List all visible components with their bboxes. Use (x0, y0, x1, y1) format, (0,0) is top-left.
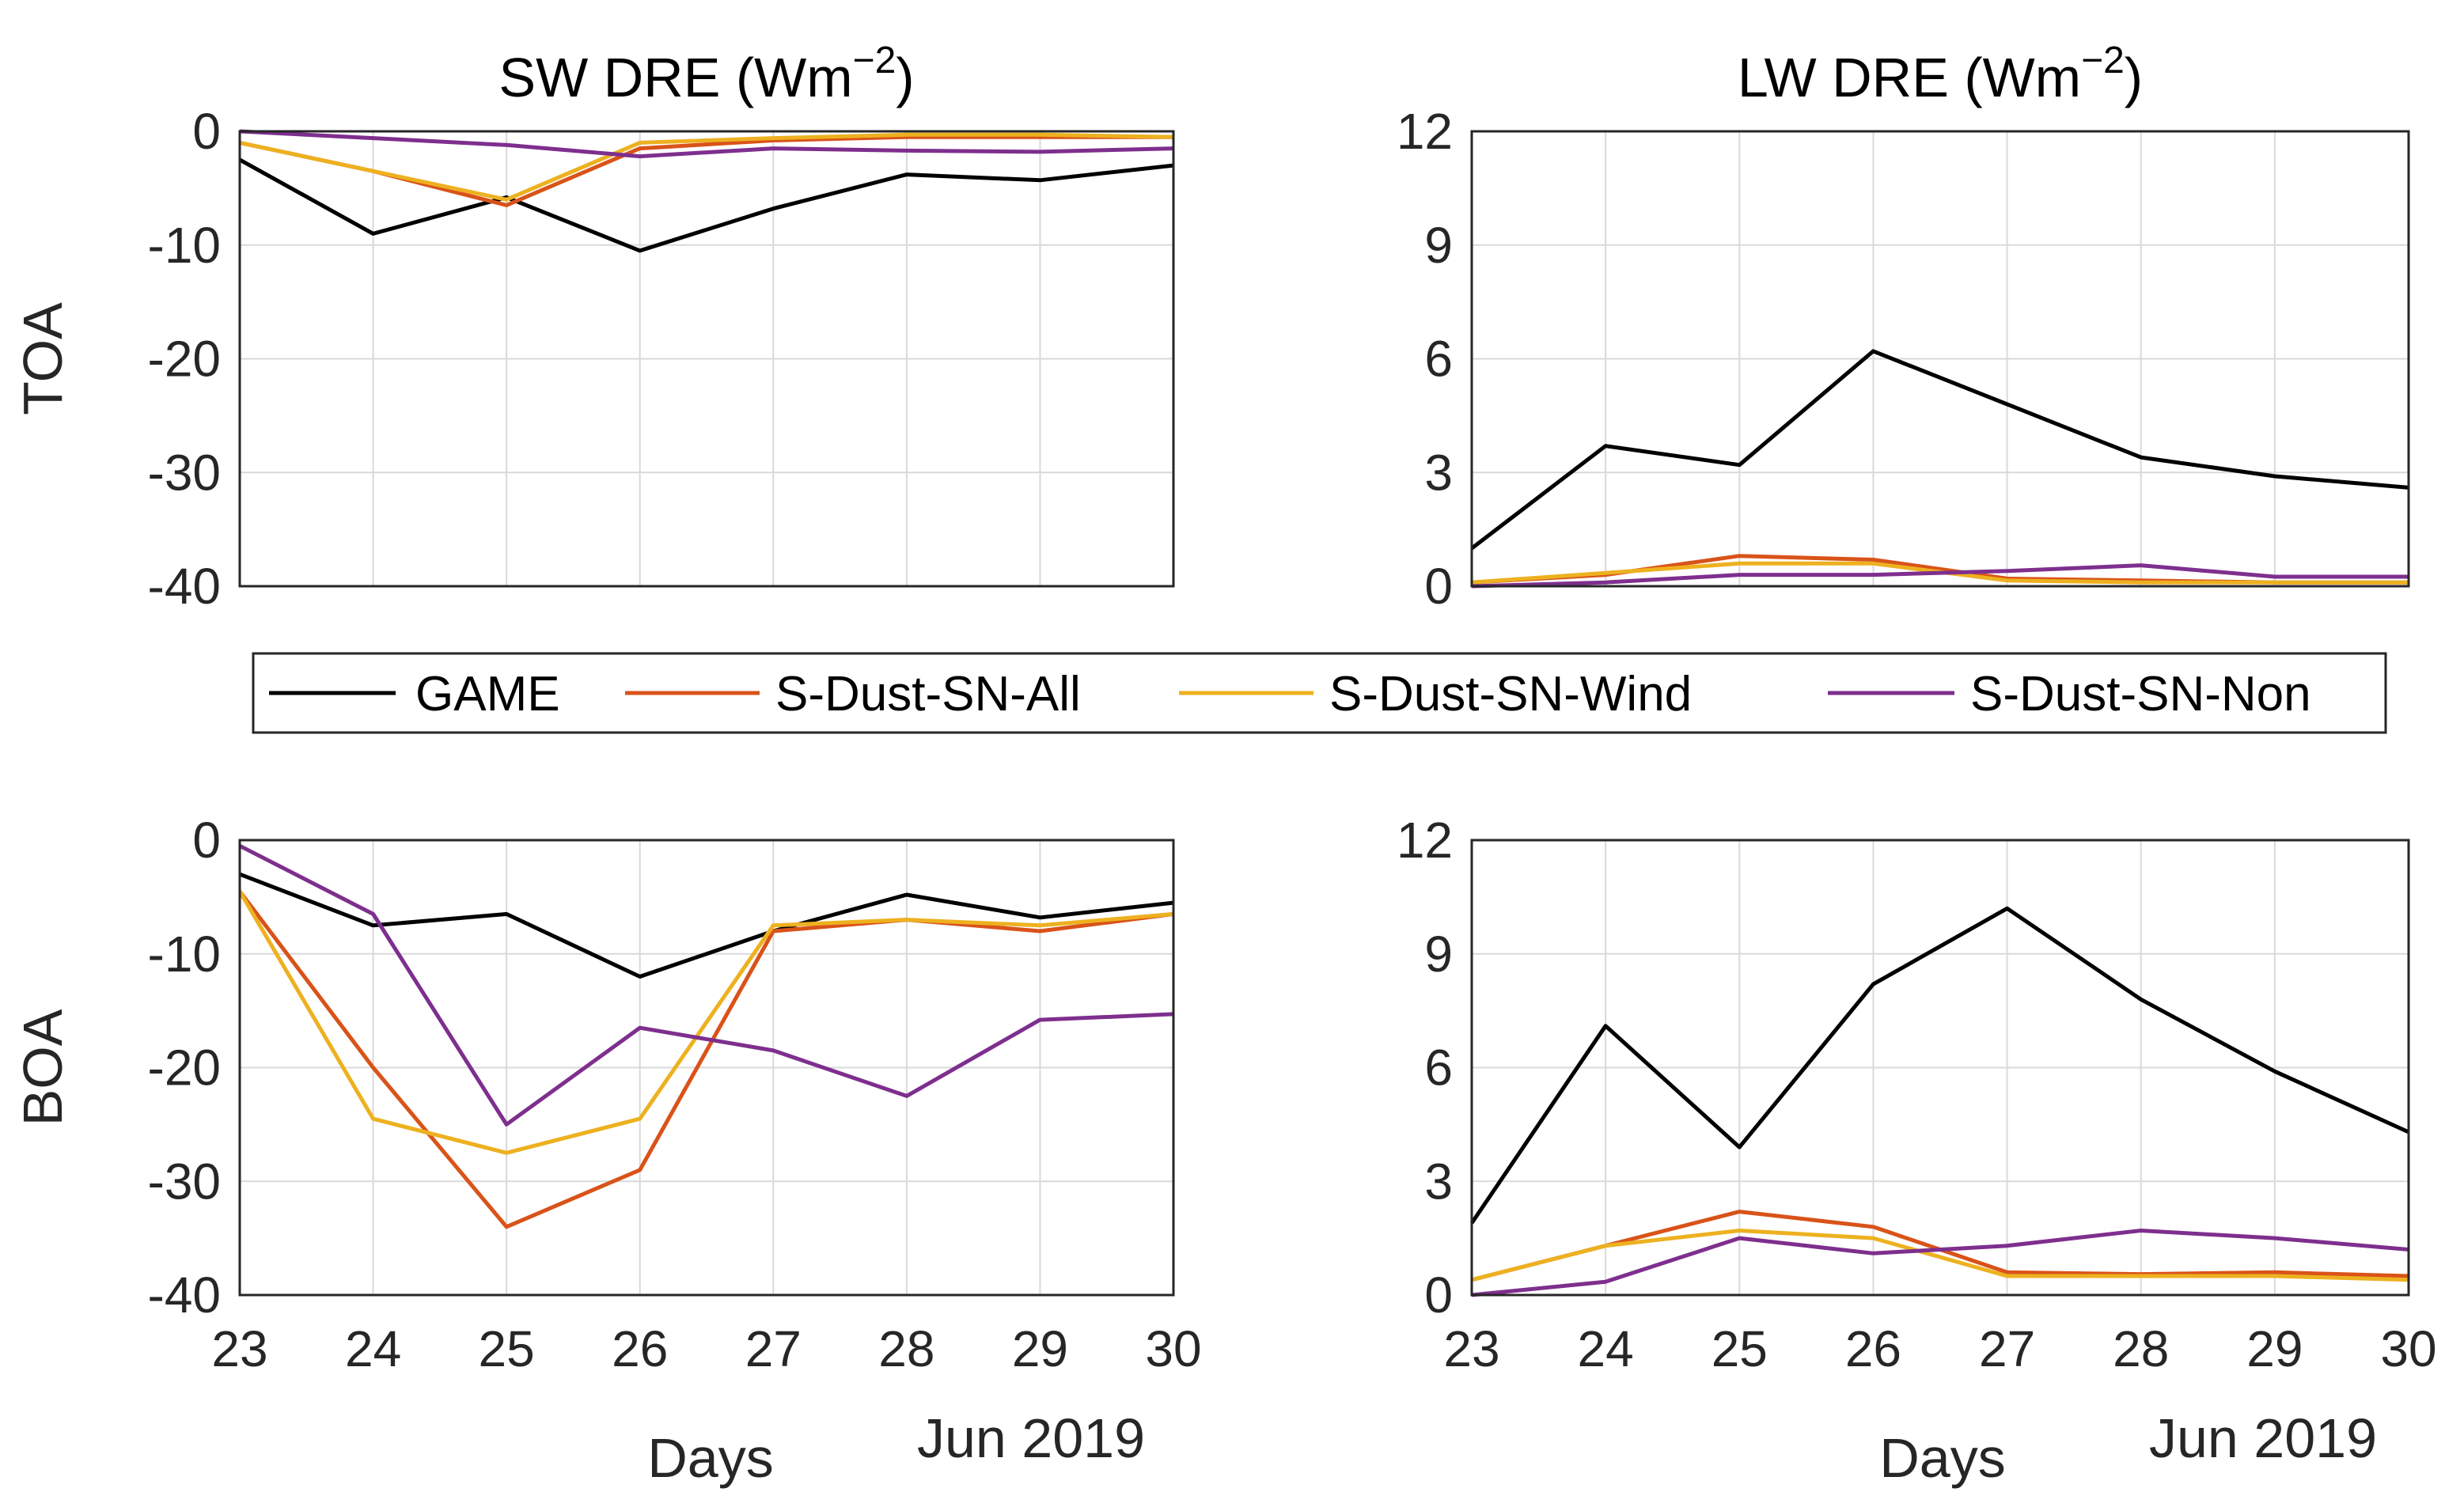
x-tick-label: 30 (2380, 1320, 2436, 1377)
x-axis-date-label: Jun 2019 (2149, 1407, 2377, 1469)
x-tick-label: 30 (1145, 1320, 1201, 1377)
panels: -40 -30 -20 -10 0 SW DRE (Wm−2) TOA 0 3 6 9 12 LW DR… (12, 40, 2437, 1489)
series-line-s-dust-sn-wind (237, 890, 1174, 1155)
x-tick-label: 25 (1712, 1320, 1768, 1377)
panel-1: 0 3 6 9 12 LW DRE (Wm−2) (1397, 40, 2410, 615)
y-tick-label: 9 (1424, 217, 1453, 274)
x-tick-label: 29 (2246, 1320, 2303, 1377)
series-line-game (1469, 906, 2410, 1225)
y-tick-label: -10 (148, 926, 222, 983)
series-line-game (238, 157, 1174, 253)
series-line-s-dust-sn-non (1471, 1229, 2409, 1297)
y-tick-label: -10 (148, 217, 222, 274)
legend: GAME S-Dust-SN-All S-Dust-SN-Wind S-Dust… (252, 652, 2387, 734)
series-line-s-dust-sn-non (1471, 563, 2409, 589)
x-axis-date-label: Jun 2019 (917, 1407, 1145, 1469)
x-tick-label: 23 (211, 1320, 267, 1377)
legend-label-game: GAME (415, 667, 560, 721)
x-tick-label: 29 (1012, 1320, 1068, 1377)
y-tick-label: -40 (148, 558, 222, 615)
y-tick-label: -20 (148, 331, 222, 388)
legend-label-non: S-Dust-SN-Non (1970, 667, 2311, 721)
row-label: TOA (12, 302, 74, 415)
legend-label-wind: S-Dust-SN-Wind (1329, 667, 1692, 721)
series-line-game (239, 872, 1174, 979)
axes-box (238, 839, 1175, 1297)
axes-box (1470, 839, 2410, 1297)
y-tick-label: -30 (148, 1153, 222, 1210)
series-line-game (1470, 349, 2409, 551)
y-tick-label: 3 (1424, 444, 1453, 501)
y-tick-label: -40 (148, 1267, 222, 1324)
panel-3: 0 3 6 9 12 23 24 25 26 27 28 29 30 Days Jun 2019 (1397, 812, 2437, 1489)
row-label: BOA (12, 1009, 74, 1126)
x-tick-label: 24 (345, 1320, 401, 1377)
series-line-s-dust-sn-non (239, 129, 1174, 159)
y-tick-label: 6 (1424, 1040, 1453, 1096)
panel-2: -40 -30 -20 -10 0 23 24 25 26 27 28 29 30 BOA Days Jun … (12, 812, 1202, 1489)
y-tick-label: -30 (148, 444, 222, 501)
y-tick-label: 0 (1424, 1267, 1453, 1324)
x-tick-label: 26 (1845, 1320, 1901, 1377)
x-tick-label: 26 (612, 1320, 668, 1377)
series-line-s-dust-sn-non (238, 843, 1174, 1127)
y-tick-label: 0 (192, 103, 221, 160)
x-axis-label: Days (1879, 1427, 2005, 1489)
x-tick-label: 28 (878, 1320, 934, 1377)
panel-title: SW DRE (Wm−2) (498, 40, 914, 108)
x-tick-label: 27 (745, 1320, 802, 1377)
x-tick-label: 28 (2113, 1320, 2169, 1377)
y-tick-label: -20 (148, 1040, 222, 1096)
x-tick-label: 24 (1578, 1320, 1634, 1377)
x-tick-label: 23 (1443, 1320, 1499, 1377)
x-tick-label: 27 (1979, 1320, 2035, 1377)
x-tick-label: 25 (479, 1320, 535, 1377)
y-tick-label: 6 (1424, 331, 1453, 388)
y-tick-label: 3 (1424, 1153, 1453, 1210)
y-tick-label: 12 (1397, 103, 1453, 160)
y-tick-label: 9 (1424, 926, 1453, 983)
axes-box (238, 130, 1175, 588)
y-tick-label: 0 (1424, 558, 1453, 615)
panel-0: -40 -30 -20 -10 0 SW DRE (Wm−2) TOA (12, 40, 1175, 615)
axes-box (1470, 130, 2410, 588)
legend-label-all: S-Dust-SN-All (775, 667, 1081, 721)
panel-title: LW DRE (Wm−2) (1738, 40, 2143, 108)
legend-box (252, 652, 2387, 734)
x-axis-label: Days (647, 1427, 773, 1489)
series-line-s-dust-sn-all (238, 890, 1174, 1229)
series-line-s-dust-sn-all (1471, 554, 2409, 585)
series-line-s-dust-sn-wind (1471, 1229, 2409, 1282)
series-line-s-dust-sn-wind (239, 132, 1174, 202)
y-tick-label: 12 (1397, 812, 1453, 869)
y-tick-label: 0 (192, 812, 221, 869)
